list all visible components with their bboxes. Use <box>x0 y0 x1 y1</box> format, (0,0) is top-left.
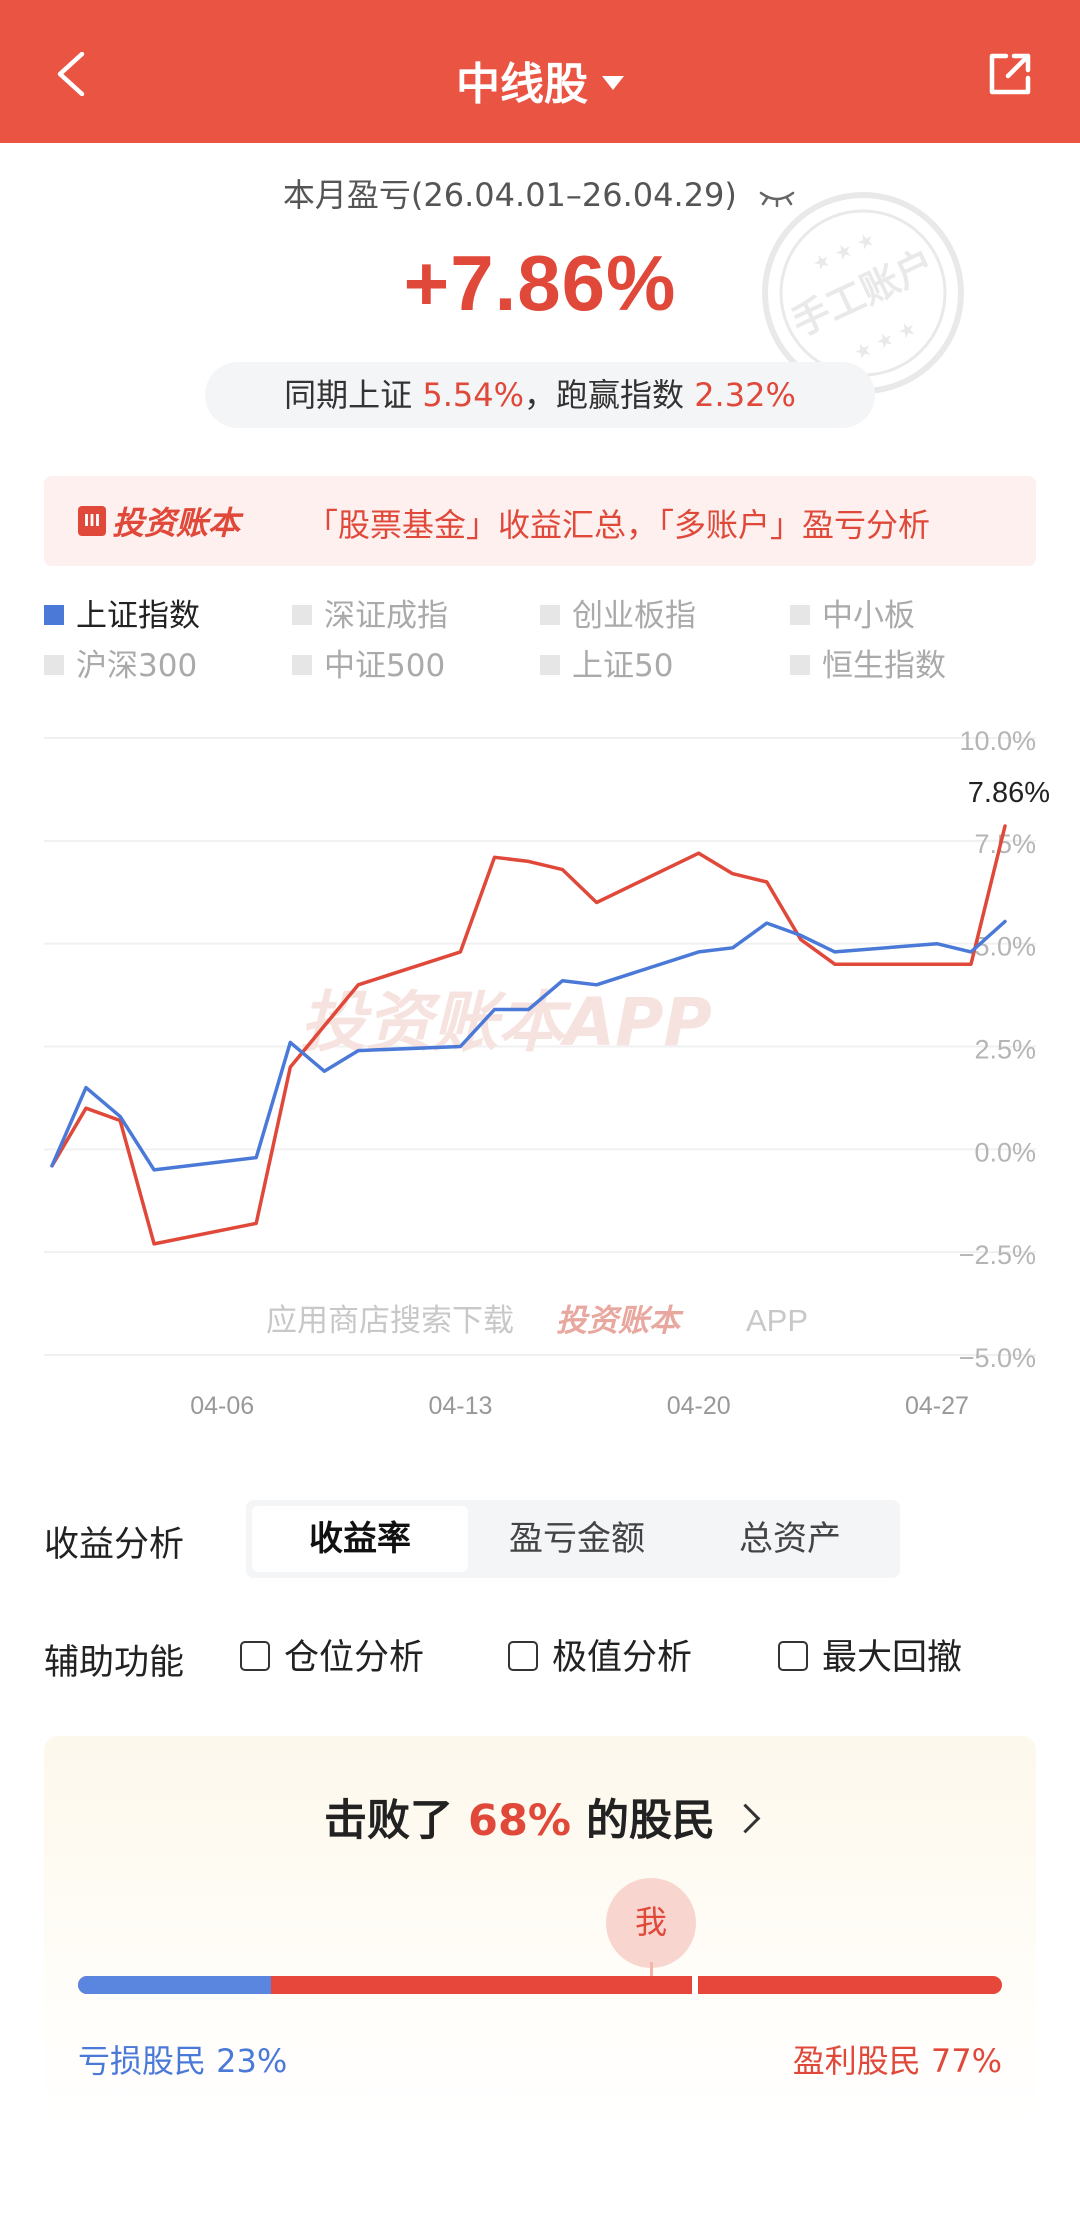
legend-item[interactable]: 上证50 <box>540 646 673 686</box>
checkbox-label: 极值分析 <box>552 1638 693 1678</box>
index-return-value: 5.54% <box>422 376 524 414</box>
legend-swatch <box>540 604 560 625</box>
assist-label: 辅助功能 <box>44 1643 185 1683</box>
series-line-1 <box>50 919 1007 1172</box>
app-logo: lll 投资账本 <box>78 498 240 544</box>
legend-item[interactable]: 创业板指 <box>540 596 696 636</box>
checkbox-icon <box>508 1641 538 1671</box>
series-line-0 <box>50 824 1007 1246</box>
x-tick-label: 04-20 <box>667 1392 731 1420</box>
account-selector[interactable]: 中线股 <box>0 48 1080 112</box>
me-position-gap <box>692 1974 698 1996</box>
me-marker: 我 <box>606 1878 696 1968</box>
compare-prefix: 同期上证 <box>284 376 413 414</box>
tab-profit-amount[interactable]: 盈亏金额 <box>509 1519 645 1559</box>
y-tick-label: 10.0% <box>959 726 1036 756</box>
share-button[interactable] <box>986 50 1034 98</box>
compare-mid-label: 跑赢指数 <box>556 376 685 414</box>
outperform-value: 2.32% <box>694 376 796 414</box>
legend-label: 恒生指数 <box>822 648 946 684</box>
checkbox-icon <box>778 1641 808 1671</box>
beat-suffix: 的股民 <box>585 1796 715 1846</box>
share-icon <box>989 53 1031 95</box>
download-hint-app-name: 投资账本 <box>556 1303 684 1339</box>
index-compare-pill: 同期上证 5.54%，跑赢指数 2.32% <box>205 362 875 428</box>
chart-watermark: 投资账本APP <box>300 984 712 1061</box>
tab-return-rate[interactable]: 收益率 <box>252 1506 468 1572</box>
checkbox-label: 最大回撤 <box>822 1638 963 1678</box>
y-tick-label: 7.5% <box>974 829 1036 859</box>
period-label: 本月盈亏(26.04.01–26.04.29) <box>282 176 737 214</box>
analysis-label: 收益分析 <box>44 1525 185 1565</box>
tab-total-assets[interactable]: 总资产 <box>739 1519 841 1559</box>
legend-label: 中小板 <box>822 598 915 634</box>
legend-label: 沪深300 <box>76 648 198 684</box>
loss-investors-label: 亏损股民 23% <box>78 2042 288 2080</box>
beat-prefix: 击败了 <box>324 1796 454 1846</box>
legend-item[interactable]: 恒生指数 <box>790 646 946 686</box>
promo-banner[interactable]: lll 投资账本 「股票基金」收益汇总，「多账户」盈亏分析 <box>44 476 1036 566</box>
checkbox-extreme-analysis[interactable]: 极值分析 <box>508 1634 692 1682</box>
return-chart: 10.0% 7.5% 5.0% 2.5% 0.0% −2.5% −5.0% 04-06 04-1… <box>44 726 1050 1420</box>
app-header: 中线股 <box>0 0 1080 143</box>
legend-label: 中证500 <box>324 648 446 684</box>
end-value-label: 7.86% <box>968 777 1050 809</box>
profit-investors-label: 盈利股民 77% <box>792 2042 1002 2080</box>
legend-swatch <box>790 654 810 675</box>
beat-title: 击败了 68% 的股民 <box>44 1786 1036 1848</box>
caret-down-icon <box>602 76 624 90</box>
legend-swatch <box>790 604 810 625</box>
loss-share-bar <box>78 1976 272 1994</box>
legend-label: 上证指数 <box>76 598 200 634</box>
eye-closed-icon[interactable] <box>757 187 797 207</box>
checkbox-position-analysis[interactable]: 仓位分析 <box>240 1634 424 1682</box>
legend-swatch <box>44 654 64 675</box>
legend-label: 深证成指 <box>324 598 448 634</box>
legend-swatch <box>292 654 312 675</box>
x-tick-label: 04-27 <box>905 1392 969 1420</box>
y-tick-label: 5.0% <box>974 932 1036 962</box>
manual-account-stamp: 手工账户 ★ ★ ★ ★ ★ ★ <box>762 192 964 394</box>
compare-separator: ， <box>523 376 556 414</box>
legend-label: 创业板指 <box>572 598 696 634</box>
y-tick-label: 2.5% <box>974 1035 1036 1065</box>
beat-investors-card[interactable]: 击败了 68% 的股民 <box>44 1736 1036 2126</box>
monthly-return-value: +7.86% <box>403 239 677 327</box>
download-hint: 应用商店搜索下载 <box>266 1303 514 1339</box>
legend-item[interactable]: 中小板 <box>790 596 915 636</box>
back-button[interactable] <box>52 51 96 97</box>
legend-item[interactable]: 上证指数 <box>44 596 200 636</box>
investor-distribution-bar <box>78 1976 1002 1994</box>
download-hint-suffix: APP <box>746 1303 808 1338</box>
chevron-left-icon <box>57 51 85 97</box>
beat-percent: 68% <box>468 1796 571 1846</box>
x-tick-label: 04-06 <box>190 1392 254 1420</box>
chevron-right-icon <box>730 1803 761 1834</box>
banner-message: 「股票基金」收益汇总，「多账户」盈亏分析 <box>306 506 931 544</box>
legend-item[interactable]: 中证500 <box>292 646 445 686</box>
legend-item[interactable]: 沪深300 <box>44 646 197 686</box>
period-label-row: 本月盈亏(26.04.01–26.04.29) <box>0 170 1080 216</box>
legend-label: 上证50 <box>572 648 674 684</box>
checkbox-icon <box>240 1641 270 1671</box>
legend-swatch <box>44 604 64 625</box>
y-tick-label: −5.0% <box>959 1343 1036 1373</box>
analysis-segmented-control: 收益率 盈亏金额 总资产 <box>246 1500 900 1578</box>
app-logo-mark: lll <box>78 506 106 536</box>
legend-item[interactable]: 深证成指 <box>292 596 448 636</box>
y-tick-label: −2.5% <box>959 1240 1036 1270</box>
app-logo-text: 投资账本 <box>112 504 241 542</box>
page-title: 中线股 <box>456 59 588 110</box>
x-tick-label: 04-13 <box>428 1392 492 1420</box>
legend-swatch <box>292 604 312 625</box>
checkbox-label: 仓位分析 <box>284 1638 425 1678</box>
y-tick-label: 0.0% <box>974 1137 1036 1167</box>
legend-swatch <box>540 654 560 675</box>
checkbox-max-drawdown[interactable]: 最大回撤 <box>778 1634 962 1682</box>
